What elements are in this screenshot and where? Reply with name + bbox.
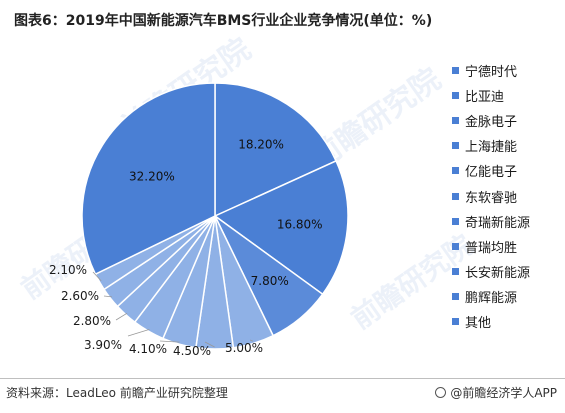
leader-line xyxy=(249,339,254,342)
legend-item: 金脉电子 xyxy=(452,108,530,133)
pie-slice-2 xyxy=(213,159,349,296)
data-label: 32.20% xyxy=(129,170,175,184)
leader-line xyxy=(204,341,215,348)
source-note: 资料来源：LeadLeo 前瞻产业研究院整理 xyxy=(6,386,228,400)
legend-label: 上海捷能 xyxy=(465,140,518,156)
legend-label: 比亚迪 xyxy=(465,90,505,106)
legend-item: 亿能电子 xyxy=(452,158,530,183)
legend-swatch xyxy=(452,67,459,75)
leader-line xyxy=(115,312,128,321)
legend-label: 金脉电子 xyxy=(465,115,518,131)
leader-lines xyxy=(92,271,254,348)
leader-line xyxy=(159,340,180,343)
legend-item: 宁德时代 xyxy=(452,58,530,83)
data-label: 2.80% xyxy=(73,314,111,328)
legend-swatch xyxy=(452,242,459,250)
leader-line xyxy=(103,295,113,298)
legend-label: 宁德时代 xyxy=(465,65,518,81)
legend-item: 比亚迪 xyxy=(452,83,530,108)
legend-label: 普瑞均胜 xyxy=(465,240,518,256)
data-label: 7.80% xyxy=(251,274,289,288)
legend-swatch xyxy=(452,142,459,150)
leader-line xyxy=(127,329,150,337)
data-label: 5.00% xyxy=(225,341,263,355)
brand-logo-icon xyxy=(435,387,447,398)
legend-item: 奇瑞新能源 xyxy=(452,209,530,234)
data-label: 2.60% xyxy=(61,289,99,303)
legend-label: 鹏辉能源 xyxy=(465,290,518,306)
legend-item: 其他 xyxy=(452,309,530,334)
legend-label: 长安新能源 xyxy=(465,265,531,281)
data-label: 4.10% xyxy=(129,342,167,356)
legend-item: 普瑞均胜 xyxy=(452,234,530,259)
legend-label: 其他 xyxy=(465,315,492,331)
pie-slice-1 xyxy=(214,82,338,218)
data-label: 16.80% xyxy=(277,218,323,232)
data-label: 3.90% xyxy=(84,338,122,352)
pie-chart: 前瞻研究院 前瞻研究院 前瞻研究院 前瞻研究院 18.20%16.80%7.80… xyxy=(15,32,479,358)
legend-item: 上海捷能 xyxy=(452,133,530,158)
brand-credit: @前瞻经济学人APP xyxy=(435,384,557,401)
footer-divider xyxy=(0,378,565,379)
data-label: 2.10% xyxy=(49,263,87,277)
legend-swatch xyxy=(452,117,459,125)
data-label: 18.20% xyxy=(238,137,284,151)
legend-swatch xyxy=(452,92,459,100)
legend: 宁德时代比亚迪金脉电子上海捷能亿能电子东软睿驰奇瑞新能源普瑞均胜长安新能源鹏辉能… xyxy=(452,58,530,334)
legend-item: 东软睿驰 xyxy=(452,183,530,208)
data-labels: 18.20% 16.80% 7.80% 5.00% 4.50% 4.10% 3.90% 2.8… xyxy=(49,137,323,358)
legend-swatch xyxy=(452,217,459,225)
pie-slice-11 xyxy=(81,82,216,276)
brand-text: @前瞻经济学人APP xyxy=(450,386,557,400)
legend-swatch xyxy=(452,317,459,325)
chart-title: 图表6：2019年中国新能源汽车BMS行业企业竞争情况(单位：%) xyxy=(14,13,433,29)
pie-slices xyxy=(81,82,349,350)
legend-swatch xyxy=(452,267,459,275)
data-label: 4.50% xyxy=(173,344,211,358)
legend-item: 长安新能源 xyxy=(452,259,530,284)
legend-swatch xyxy=(452,192,459,200)
legend-label: 亿能电子 xyxy=(465,165,518,181)
legend-swatch xyxy=(452,292,459,300)
legend-label: 奇瑞新能源 xyxy=(465,215,531,231)
legend-label: 东软睿驰 xyxy=(465,190,518,206)
leader-line xyxy=(92,271,102,282)
legend-item: 鹏辉能源 xyxy=(452,284,530,309)
legend-swatch xyxy=(452,167,459,175)
